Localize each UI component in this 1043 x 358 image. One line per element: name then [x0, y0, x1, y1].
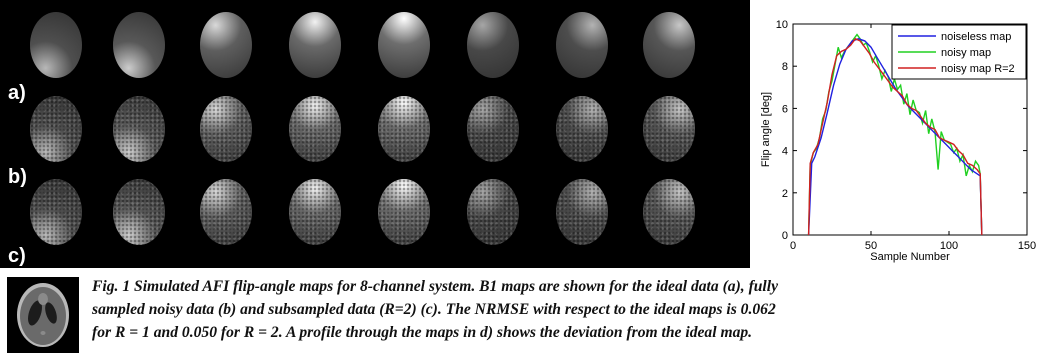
channel-map — [643, 96, 695, 162]
channel-map — [378, 12, 430, 78]
y-tick-label: 10 — [776, 19, 788, 31]
x-tick-label: 0 — [790, 240, 796, 252]
channel-map — [467, 179, 519, 245]
caption-line-3: for R = 1 and 0.050 for R = 2. A profile… — [92, 324, 753, 341]
channel-map — [556, 179, 608, 245]
channel-map — [289, 12, 341, 78]
channel-map — [113, 12, 165, 78]
legend-label: noisy map — [941, 47, 991, 59]
channel-map — [113, 179, 165, 245]
row-label-b: b) — [8, 166, 27, 188]
x-tick-label: 150 — [1018, 240, 1036, 252]
row-label-c: c) — [8, 245, 26, 267]
afi-flip-angle-map-mosaic: a) b) c) — [0, 0, 750, 268]
channel-map — [467, 12, 519, 78]
y-tick-label: 8 — [782, 61, 788, 73]
figure-caption: Fig. 1 Simulated AFI flip-angle maps for… — [92, 275, 1043, 344]
channel-map — [200, 96, 252, 162]
channel-map — [113, 96, 165, 162]
y-tick-label: 6 — [782, 103, 788, 115]
chart-legend: noiseless map noisy map noisy map R=2 — [891, 24, 1027, 80]
row-label-a: a) — [8, 82, 26, 104]
legend-label: noisy map R=2 — [941, 63, 1015, 75]
channel-map — [30, 12, 82, 78]
channel-map — [556, 96, 608, 162]
chart-series — [807, 33, 983, 236]
channel-map — [643, 12, 695, 78]
channel-map — [30, 179, 82, 245]
shepp-logan-phantom-thumbnail — [7, 277, 79, 353]
x-tick-label: 50 — [865, 240, 877, 252]
chart-axes: 0 50 100 150 0 2 4 6 8 10 Sample Number Flip angle … — [760, 19, 1036, 263]
channel-map — [643, 179, 695, 245]
x-tick-label: 100 — [940, 240, 958, 252]
channel-map — [200, 12, 252, 78]
y-tick-label: 4 — [782, 146, 788, 158]
x-axis-label: Sample Number — [870, 251, 950, 263]
channel-map — [289, 179, 341, 245]
channel-map — [378, 179, 430, 245]
channel-map — [289, 96, 341, 162]
plot-frame — [792, 23, 1028, 236]
series-line — [807, 37, 983, 236]
channel-map — [467, 96, 519, 162]
y-tick-label: 2 — [782, 188, 788, 200]
caption-line-2: sampled noisy data (b) and subsampled da… — [92, 301, 776, 318]
flip-angle-profile-chart: 0 50 100 150 0 2 4 6 8 10 Sample Number Flip angle … — [755, 0, 1043, 272]
channel-map — [556, 12, 608, 78]
y-axis-label: Flip angle [deg] — [760, 92, 772, 167]
legend-label: noiseless map — [941, 31, 1011, 43]
channel-map — [200, 179, 252, 245]
y-tick-label: 0 — [782, 230, 788, 242]
channel-map — [378, 96, 430, 162]
channel-map — [30, 96, 82, 162]
caption-line-1: Fig. 1 Simulated AFI flip-angle maps for… — [92, 278, 779, 295]
